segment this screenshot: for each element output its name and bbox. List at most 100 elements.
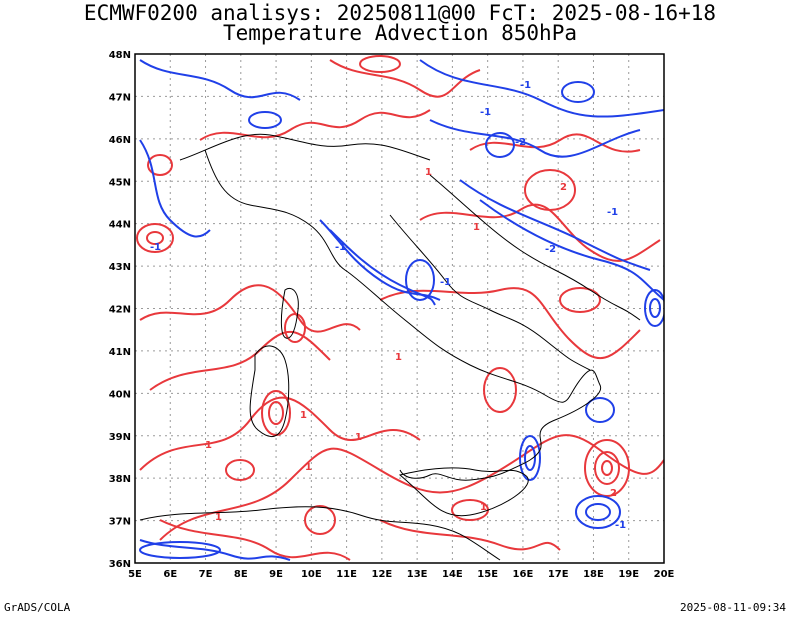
- longitude-tick-label: 6E: [163, 569, 177, 580]
- longitude-tick-label: 19E: [618, 569, 639, 580]
- cold-contour: [248, 111, 282, 129]
- cold-contour: [649, 298, 661, 318]
- sardinia-coast: [249, 345, 290, 438]
- cold-advection-contours: [139, 59, 664, 561]
- coastlines-and-borders: [139, 133, 641, 561]
- warm-contour: [268, 401, 284, 425]
- warm-contour: [199, 109, 431, 141]
- contour-label: -1: [615, 520, 626, 531]
- contour-label: -1: [520, 80, 531, 91]
- cold-contour: [139, 59, 301, 101]
- north-africa-coast: [139, 506, 501, 561]
- warm-contour: [139, 284, 361, 333]
- warm-advection-contours: [136, 55, 664, 561]
- warm-contour: [379, 519, 561, 551]
- contour-label: -2: [545, 244, 556, 255]
- cold-contour: [329, 229, 436, 306]
- cold-contour: [479, 199, 664, 301]
- longitude-tick-label: 17E: [548, 569, 569, 580]
- contour-label: 1: [480, 502, 487, 513]
- cold-contour: [485, 132, 515, 158]
- warm-contour: [304, 505, 336, 535]
- footer-software-label: GrADS/COLA: [4, 601, 71, 614]
- warm-contour: [139, 396, 421, 471]
- contour-label: 1: [473, 222, 480, 233]
- contour-label: 1: [425, 167, 432, 178]
- latitude-tick-label: 48N: [109, 50, 131, 61]
- longitude-tick-label: 13E: [407, 569, 428, 580]
- cold-contour: [644, 289, 664, 327]
- cold-contour: [405, 259, 435, 301]
- contour-label: -1: [150, 242, 161, 253]
- longitude-tick-label: 11E: [336, 569, 357, 580]
- longitude-tick-label: 20E: [654, 569, 675, 580]
- sicily-coast: [398, 467, 529, 517]
- warm-contour: [136, 223, 174, 253]
- contour-label: 2: [560, 182, 567, 193]
- title-line-2: Temperature Advection 850hPa: [222, 21, 577, 45]
- warm-contour: [149, 330, 331, 391]
- warm-contour: [147, 154, 173, 176]
- latitude-tick-label: 42N: [109, 305, 131, 316]
- latitude-tick-label: 43N: [109, 262, 131, 273]
- contour-label: -1: [607, 207, 618, 218]
- cold-contour: [419, 59, 664, 118]
- cold-contour: [524, 445, 536, 471]
- warm-contour: [594, 451, 620, 485]
- latitude-tick-label: 45N: [109, 177, 131, 188]
- warm-contour: [483, 367, 517, 413]
- longitude-tick-label: 10E: [301, 569, 322, 580]
- contour-label: -1: [480, 107, 491, 118]
- latitude-tick-label: 46N: [109, 135, 131, 146]
- latitude-tick-label: 36N: [109, 559, 131, 570]
- warm-contour: [584, 439, 630, 497]
- longitude-tick-label: 15E: [477, 569, 498, 580]
- alps-border: [179, 133, 431, 161]
- contour-label: 1: [305, 462, 312, 473]
- longitude-axis-labels: 5E 6E 7E 8E 9E 10E 11E 12E 13E 14E 15E 16E 17E 18E 19E…: [128, 569, 674, 580]
- cold-contour: [585, 397, 615, 423]
- warm-contour: [146, 231, 164, 245]
- balkan-coast: [429, 174, 641, 321]
- title-line-1: ECMWF0200 analisys: 20250811@00 FcT: 202…: [83, 1, 717, 25]
- latitude-tick-label: 44N: [109, 220, 131, 231]
- plot-frame: [134, 53, 665, 564]
- grid-lines: [135, 54, 664, 563]
- cold-contour: [139, 541, 221, 559]
- latitude-tick-label: 40N: [109, 389, 131, 400]
- longitude-tick-label: 9E: [269, 569, 283, 580]
- italy-coastline: [204, 149, 602, 481]
- longitude-tick-label: 18E: [583, 569, 604, 580]
- warm-contour: [601, 460, 613, 476]
- cold-contour: [575, 495, 621, 529]
- cold-contour: [519, 435, 541, 481]
- contour-label: 1: [215, 512, 222, 523]
- longitude-tick-label: 8E: [234, 569, 248, 580]
- latitude-tick-label: 39N: [109, 432, 131, 443]
- warm-contour: [329, 59, 481, 98]
- italy-adriatic-coast: [389, 214, 591, 371]
- footer-timestamp: 2025-08-11-09:34: [680, 601, 786, 614]
- cold-contour: [459, 179, 651, 271]
- contour-label: -1: [440, 277, 451, 288]
- warm-contour: [284, 313, 306, 343]
- cold-contour: [561, 81, 595, 103]
- contour-label: 1: [395, 352, 402, 363]
- longitude-tick-label: 12E: [371, 569, 392, 580]
- cold-contour: [429, 119, 641, 158]
- warm-contour: [559, 287, 601, 313]
- cold-contour: [139, 139, 211, 238]
- warm-contour: [225, 459, 255, 481]
- cold-contour: [139, 539, 291, 561]
- longitude-tick-label: 5E: [128, 569, 142, 580]
- latitude-tick-label: 37N: [109, 517, 131, 528]
- longitude-tick-label: 14E: [442, 569, 463, 580]
- corsica-coast: [280, 287, 299, 339]
- warm-contour: [159, 519, 351, 561]
- contour-label: -1: [335, 242, 346, 253]
- contour-label: 1: [355, 432, 362, 443]
- warm-contour: [159, 434, 664, 541]
- contour-label: 2: [610, 488, 617, 499]
- latitude-axis-labels: 48N 47N 46N 45N 44N 43N 42N 41N 40N 39N 38N 37N 36N: [109, 50, 131, 570]
